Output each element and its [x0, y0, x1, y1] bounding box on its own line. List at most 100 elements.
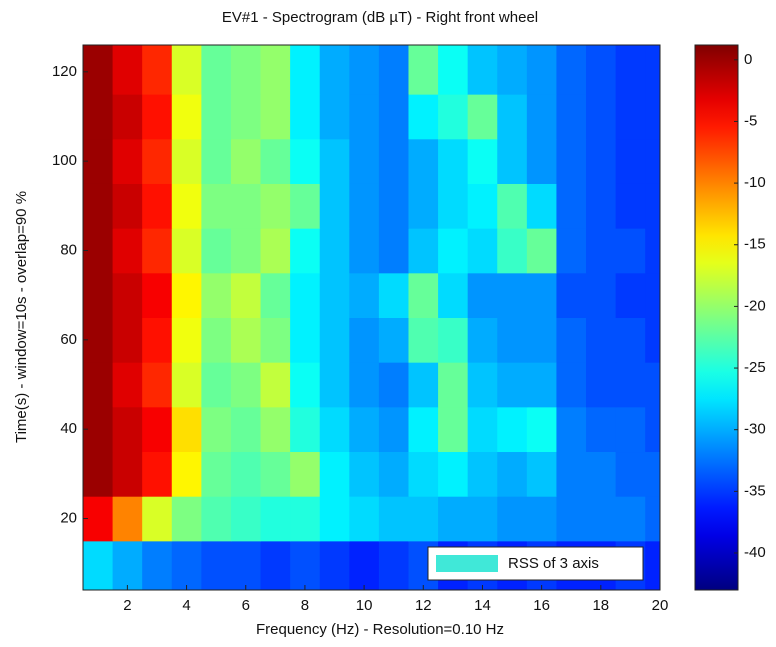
heat-cell [112, 138, 143, 184]
heat-cell [349, 183, 380, 229]
heatmap [83, 45, 660, 590]
heat-cell [349, 228, 380, 274]
heat-cell [171, 228, 202, 274]
heat-cell [497, 272, 528, 318]
heat-cell [438, 272, 469, 318]
heat-cell [467, 183, 498, 229]
heat-cell [319, 272, 350, 318]
colorbar-tick-label: 0 [744, 51, 752, 68]
heat-cell [230, 228, 262, 274]
heat-cell [556, 362, 587, 408]
heat-cell [112, 496, 143, 542]
heat-cell [378, 362, 409, 408]
heat-cell [378, 317, 409, 363]
heat-cell [83, 540, 114, 590]
heat-cell [378, 406, 409, 453]
heat-cell [260, 451, 291, 497]
heat-cell [645, 183, 660, 229]
heat-cell [230, 94, 262, 140]
heat-cell [260, 183, 291, 229]
heat-cell [319, 138, 350, 184]
heat-cell [290, 496, 321, 542]
heat-cell [142, 540, 173, 590]
x-tick-label: 8 [301, 597, 309, 614]
heat-cell [378, 183, 409, 229]
heat-cell [260, 317, 291, 363]
heat-cell [319, 406, 350, 453]
heat-cell [260, 272, 291, 318]
heat-cell [526, 362, 557, 408]
heat-cell [556, 317, 587, 363]
heat-cell [230, 406, 262, 453]
heat-cell [615, 183, 646, 229]
heat-cell [290, 45, 321, 95]
heat-cell [526, 228, 557, 274]
y-tick-label: 60 [60, 331, 77, 348]
heat-cell [319, 540, 350, 590]
heat-cell [260, 540, 291, 590]
x-tick-label: 4 [182, 597, 190, 614]
x-tick-label: 2 [123, 597, 131, 614]
heat-cell [556, 496, 587, 542]
y-tick-label: 40 [60, 420, 77, 437]
heat-cell [290, 362, 321, 408]
heat-cell [201, 406, 232, 453]
heat-cell [319, 362, 350, 408]
colorbar-tick-label: -5 [744, 112, 757, 129]
heat-cell [438, 317, 469, 363]
heat-cell [586, 138, 617, 184]
heat-cell [467, 272, 498, 318]
heat-cell [142, 94, 173, 140]
heat-cell [230, 451, 262, 497]
heat-cell [290, 138, 321, 184]
heat-cell [497, 45, 528, 95]
heat-cell [615, 317, 646, 363]
heat-cell [526, 406, 557, 453]
heat-cell [586, 496, 617, 542]
colorbar-tick-label: -15 [744, 236, 766, 253]
heat-cell [290, 406, 321, 453]
heat-cell [467, 496, 498, 542]
heat-cell [83, 183, 114, 229]
heat-cell [556, 272, 587, 318]
heat-cell [645, 45, 660, 95]
heat-cell [526, 138, 557, 184]
heat-cell [349, 496, 380, 542]
heat-cell [319, 94, 350, 140]
heat-cell [586, 406, 617, 453]
heat-cell [83, 496, 114, 542]
colorbar-tick-label: -40 [744, 544, 766, 561]
heat-cell [349, 317, 380, 363]
heat-cell [408, 45, 439, 95]
y-tick-label: 20 [60, 509, 77, 526]
heat-cell [171, 94, 202, 140]
heat-cell [201, 496, 232, 542]
heat-cell [408, 317, 439, 363]
heat-cell [290, 540, 321, 590]
heat-cell [645, 138, 660, 184]
heat-cell [438, 183, 469, 229]
colorbar-tick-label: -35 [744, 482, 766, 499]
heat-cell [408, 406, 439, 453]
heat-cell [171, 272, 202, 318]
heat-cell [319, 45, 350, 95]
heat-cell [142, 406, 173, 453]
heat-cell [467, 45, 498, 95]
heat-cell [408, 496, 439, 542]
heat-cell [319, 451, 350, 497]
heat-cell [615, 362, 646, 408]
heat-cell [319, 183, 350, 229]
heat-cell [556, 45, 587, 95]
heat-cell [497, 362, 528, 408]
heat-cell [586, 451, 617, 497]
heat-cell [467, 406, 498, 453]
colorbar-tick-label: -25 [744, 359, 766, 376]
heat-cell [230, 45, 262, 95]
heat-cell [467, 228, 498, 274]
heat-cell [171, 317, 202, 363]
heat-cell [260, 45, 291, 95]
heat-cell [645, 228, 660, 274]
heat-cell [260, 406, 291, 453]
heat-cell [83, 451, 114, 497]
heat-cell [467, 138, 498, 184]
